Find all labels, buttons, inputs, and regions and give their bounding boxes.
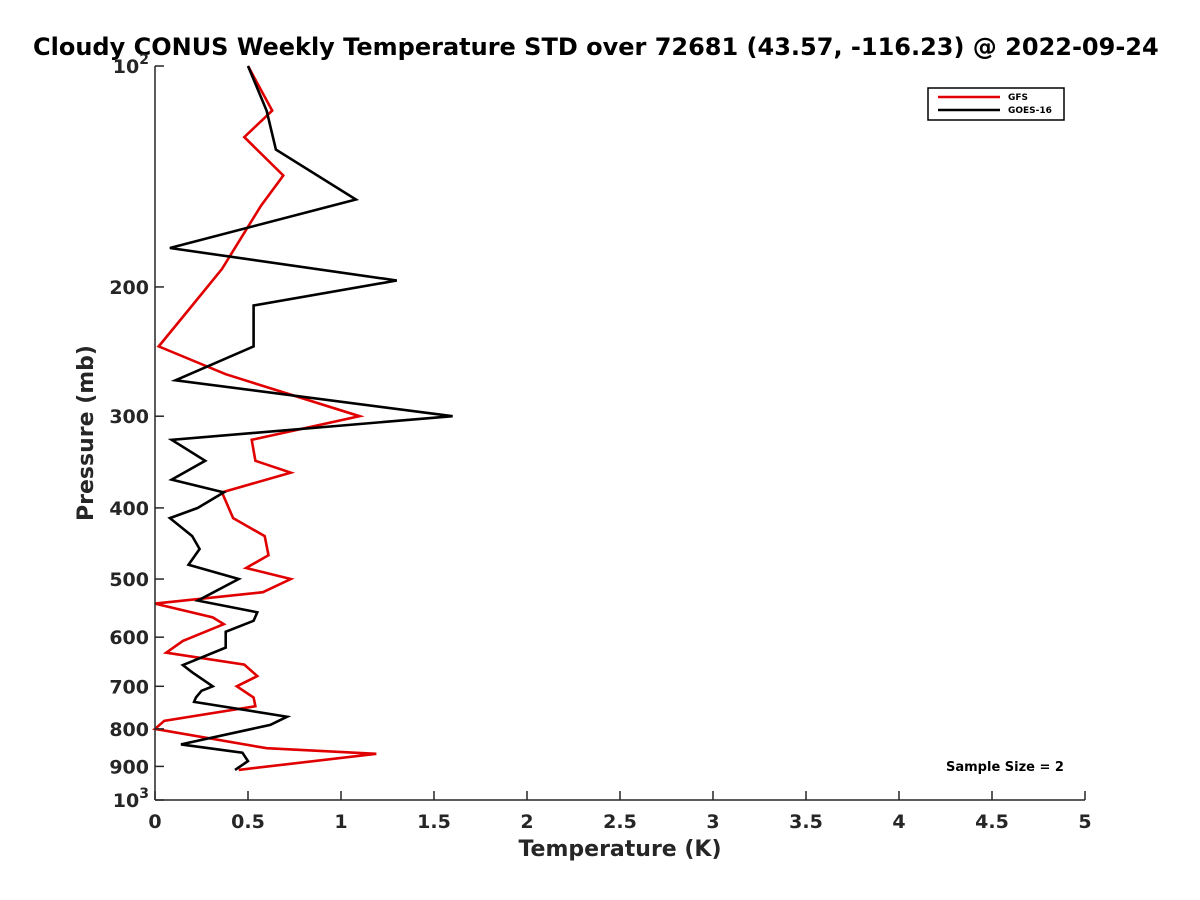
x-tick-label: 4 <box>892 811 905 833</box>
x-tick-label: 3 <box>706 811 719 833</box>
x-axis-label: Temperature (K) <box>518 837 721 862</box>
legend: GFS GOES-16 <box>927 87 1065 121</box>
y-tick-label: 103 <box>113 786 149 812</box>
series-line-gfs <box>152 65 377 772</box>
y-tick-label: 600 <box>109 627 149 649</box>
legend-label-gfs: GFS <box>1008 93 1028 103</box>
x-tick-label: 0 <box>148 811 161 833</box>
y-tick-label: 300 <box>109 406 149 428</box>
x-tick-label: 3.5 <box>789 811 823 833</box>
legend-box <box>927 87 1065 121</box>
y-tick-label: 200 <box>109 277 149 299</box>
x-tick-label: 1.5 <box>417 811 451 833</box>
y-tick-label: 700 <box>109 676 149 698</box>
y-tick-label: 500 <box>109 569 149 591</box>
y-tick-label: 900 <box>109 756 149 778</box>
y-tick-label: 800 <box>109 719 149 741</box>
plot-area <box>152 65 453 772</box>
y-axis: 102 200 300 400 500 600 700 800 900 103 <box>109 52 164 812</box>
x-tick-label: 2.5 <box>603 811 637 833</box>
y-tick-label: 400 <box>109 498 149 520</box>
y-axis-label: Pressure (mb) <box>74 345 99 521</box>
x-tick-label: 5 <box>1078 811 1091 833</box>
sample-size-annotation: Sample Size = 2 <box>946 760 1064 775</box>
x-tick-label: 4.5 <box>975 811 1009 833</box>
x-tick-label: 0.5 <box>231 811 265 833</box>
y-tick-label: 102 <box>113 52 149 78</box>
series-line-goes-16 <box>167 65 453 771</box>
chart-title: Cloudy CONUS Weekly Temperature STD over… <box>33 33 1159 61</box>
x-tick-label: 1 <box>334 811 347 833</box>
x-tick-label: 2 <box>520 811 533 833</box>
legend-label-goes16: GOES-16 <box>1008 106 1052 116</box>
x-axis: 0 0.5 1 1.5 2 2.5 3 3.5 4 4.5 5 <box>148 791 1092 833</box>
